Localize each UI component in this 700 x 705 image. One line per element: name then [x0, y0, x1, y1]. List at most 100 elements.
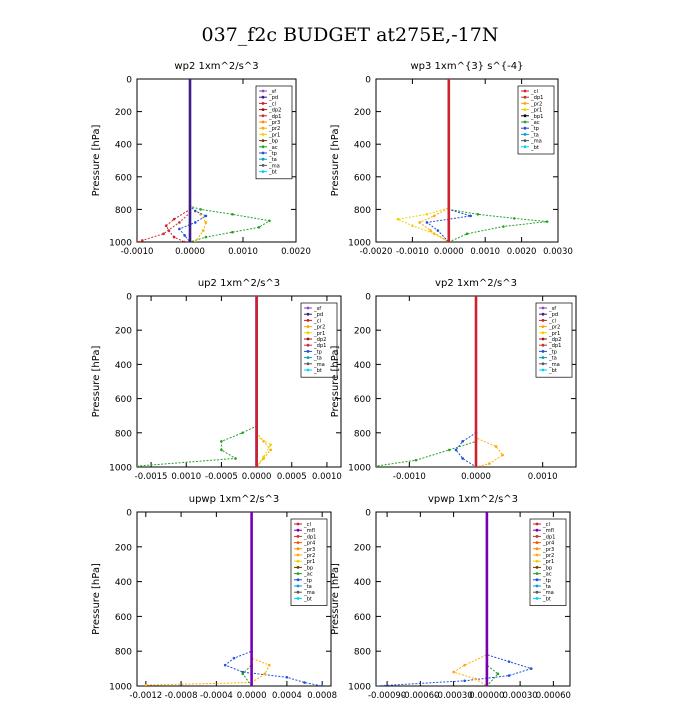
series-point	[463, 663, 466, 667]
series-line-pr2	[418, 79, 450, 242]
legend-label: _ma	[530, 139, 542, 145]
legend-marker	[535, 584, 539, 588]
legend-label: _dp1	[313, 343, 326, 349]
x-tick-label: 0.0010	[171, 472, 201, 482]
y-tick-label: 0	[365, 76, 371, 86]
y-tick-label: 600	[115, 395, 132, 405]
legend-label: _ta	[548, 356, 557, 362]
series-point	[269, 443, 272, 447]
legend-marker	[296, 547, 300, 551]
legend-label: _sf	[548, 306, 556, 312]
series-line-ac	[137, 296, 258, 467]
series-point	[231, 230, 234, 234]
series-point	[262, 455, 265, 459]
legend-marker	[541, 337, 545, 341]
y-tick-label: 400	[354, 361, 371, 371]
series-point	[194, 209, 197, 213]
y-tick-label: 200	[354, 327, 371, 337]
series-group	[144, 512, 324, 686]
legend-label: _tp	[542, 578, 552, 584]
legend-marker	[306, 350, 310, 353]
legend-marker	[541, 306, 545, 310]
x-tick-label: 0.0000	[461, 472, 491, 482]
series-point	[485, 684, 489, 686]
series-line-ac	[376, 296, 477, 467]
legend-marker	[261, 151, 265, 155]
legend-marker	[541, 319, 545, 322]
series-point	[269, 448, 272, 452]
legend-label: _pr2	[303, 553, 315, 559]
y-axis-label: Pressure [hPa]	[91, 125, 102, 197]
legend-label: _pr1	[542, 559, 554, 565]
series-group	[137, 296, 272, 467]
x-tick-label: 0.0005	[277, 472, 307, 482]
x-tick-label: 0.0008	[307, 691, 337, 700]
series-point	[545, 220, 549, 223]
series-point	[250, 684, 253, 686]
legend-marker	[523, 108, 527, 111]
legend-label: _bt	[313, 368, 322, 374]
legend-marker	[523, 114, 527, 118]
series-point	[164, 224, 168, 227]
plot-frame	[136, 511, 332, 687]
y-tick-label: 0	[365, 293, 371, 303]
legend-marker	[535, 535, 539, 538]
legend-label: _pr1	[313, 331, 325, 337]
legend-marker	[296, 597, 300, 600]
series-point	[463, 679, 466, 683]
legend-marker	[535, 553, 539, 557]
legend-marker	[296, 584, 300, 588]
legend-label: _pr3	[303, 547, 315, 553]
legend-marker	[541, 368, 545, 372]
series-point	[429, 229, 432, 232]
series-point	[418, 221, 421, 224]
y-axis-label: Pressure [hPa]	[91, 346, 102, 418]
series-point	[425, 221, 429, 224]
legend-label: _tp	[530, 126, 540, 132]
series-line-ac	[486, 512, 499, 686]
series-point	[376, 684, 378, 686]
series-point	[178, 227, 181, 231]
y-tick-label: 1000	[348, 683, 371, 693]
x-tick-label: 0.0004	[272, 691, 302, 700]
legend-marker	[541, 350, 545, 353]
legend-marker	[523, 126, 527, 130]
y-tick-label: 600	[354, 395, 371, 405]
legend-marker	[261, 133, 265, 136]
legend-label: _pr2	[542, 553, 554, 559]
legend-label: _bt	[548, 368, 557, 374]
x-tick-label: 0.0000	[175, 247, 205, 257]
legend-label: _pr2	[530, 101, 542, 107]
legend-marker	[306, 362, 310, 366]
chart-title: wp2 1xm^2/s^3	[174, 61, 258, 72]
series-point	[183, 234, 186, 237]
series-point	[183, 240, 186, 242]
series-point	[414, 458, 418, 462]
legend-label: _ma	[303, 590, 315, 596]
legend-marker	[523, 139, 527, 143]
chart-panel: wp3 1xm^{3} s^{-4} Pressure [hPa] 0 200 400 6…	[330, 61, 573, 257]
legend-marker	[261, 120, 265, 124]
legend-label: _dp2	[313, 337, 326, 343]
series-point	[285, 676, 289, 679]
y-tick-label: 1000	[109, 239, 132, 249]
chart-panel: wp2 1xm^2/s^3 Pressure [hPa] 0 200 400 600 800…	[91, 61, 311, 257]
legend-label: _ta	[542, 584, 551, 590]
legend-marker	[261, 108, 265, 111]
y-tick-label: 800	[115, 648, 132, 658]
legend-label: _ma	[313, 362, 325, 368]
series-group	[137, 79, 271, 242]
legend-marker	[541, 343, 545, 347]
legend-label: _pr3	[268, 120, 280, 126]
legend-label: _cl	[313, 318, 321, 324]
y-tick-label: 0	[126, 76, 132, 86]
series-point	[137, 464, 139, 467]
legend-marker	[261, 145, 265, 149]
legend-marker	[306, 319, 310, 322]
legend-label: _ta	[530, 132, 539, 138]
series-point	[201, 229, 205, 232]
series-line-pr2	[475, 296, 504, 467]
x-tick-label: 0.0010	[470, 247, 500, 257]
chart-panel: vp2 1xm^2/s^3 Pressure [hPa] 0 200 400 600 800…	[330, 278, 577, 482]
series-point	[447, 79, 451, 81]
